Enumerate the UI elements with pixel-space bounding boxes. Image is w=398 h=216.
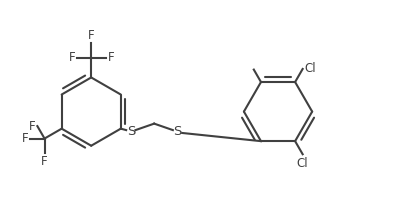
Text: F: F [107,51,114,64]
Text: S: S [127,125,135,138]
Text: F: F [68,51,75,64]
Text: F: F [29,120,35,133]
Text: F: F [22,132,28,145]
Text: Cl: Cl [297,157,308,170]
Text: Cl: Cl [305,62,316,75]
Text: F: F [88,29,94,42]
Text: S: S [174,125,182,138]
Text: F: F [41,155,48,168]
